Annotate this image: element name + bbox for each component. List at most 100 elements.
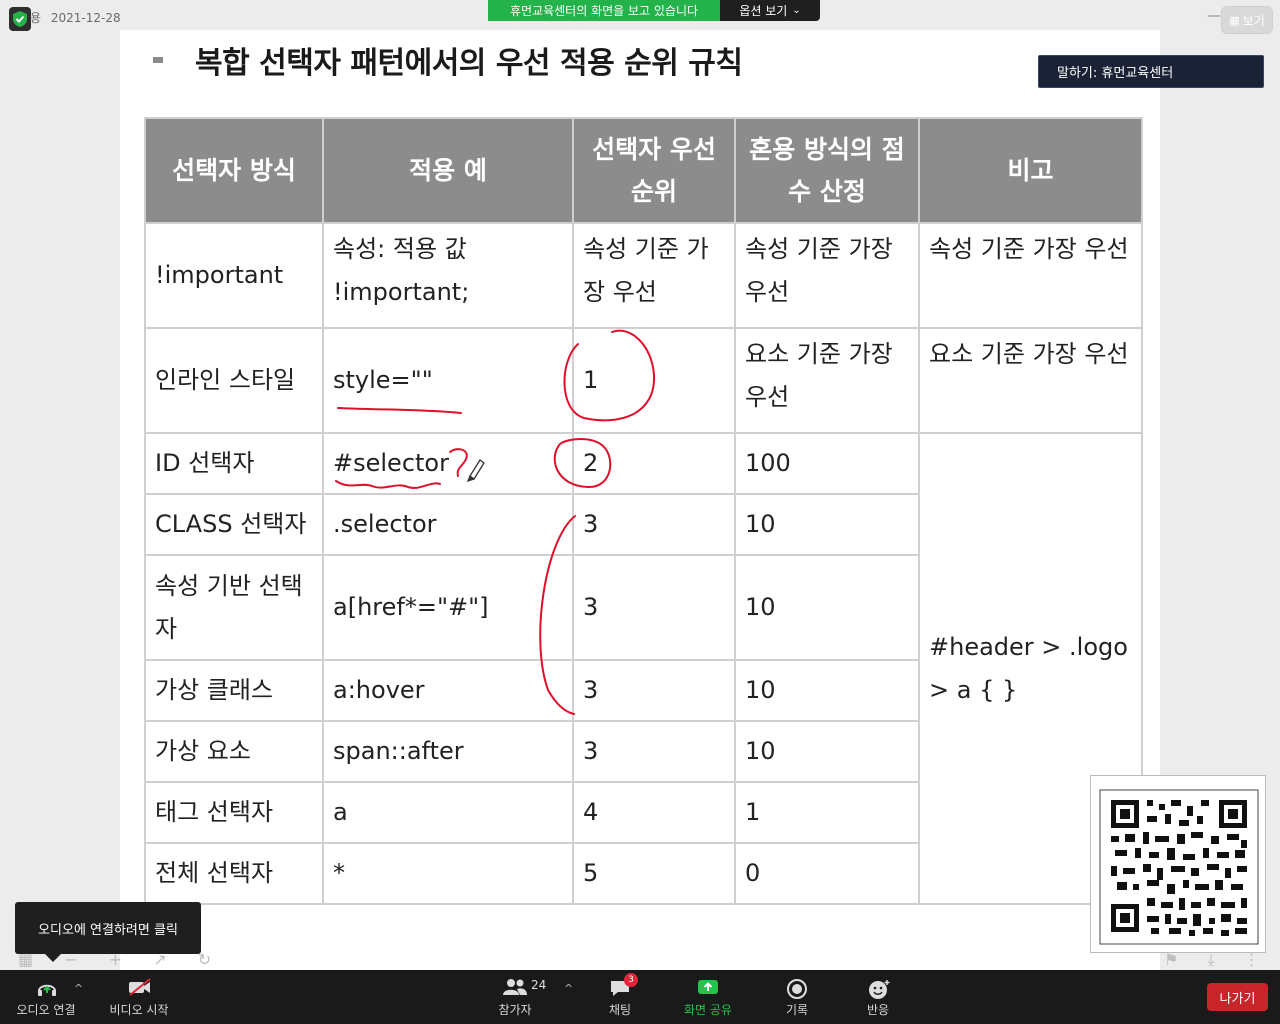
more-icon[interactable]: ⋮ [1243,950,1260,969]
audio-caret-icon[interactable]: ^ [74,982,84,995]
chat-unread-badge: 3 [624,973,638,987]
header-note: 비고 [918,117,1143,224]
table-row: 속성 기반 선택자 a[href*="#"] 3 10 [144,554,1142,661]
plus-icon[interactable]: + [108,950,123,969]
view-options-button[interactable]: 옵션 보기 ⌄ [720,0,820,21]
slide-title: 복합 선택자 패턴에서의 우선 적용 순위 규칙 [195,46,743,81]
cell-example: span::after [322,720,574,783]
table-row: 가상 클래스 a:hover 3 10 [144,659,1142,722]
active-speaker-indicator: 말하기: 휴먼교육센터 [1038,55,1264,88]
table-row: ID 선택자 #selector 2 100 #header > .logo >… [144,432,1143,905]
record-label: 기록 [785,1003,809,1017]
cell-priority: 3 [572,554,736,661]
cell-method: 속성 기반 선택자 [144,554,324,661]
record-icon [787,979,807,999]
table-row: 가상 요소 span::after 3 10 [144,720,1142,783]
table-row: 인라인 스타일 style="" 1 요소 기준 가장 우선 요소 기준 가장 … [144,327,1143,434]
cell-example: a[href*="#"] [322,554,574,661]
video-start-label: 비디오 시작 [109,1003,169,1017]
table-row: 전체 선택자 * 5 0 [144,842,1142,905]
cell-score: 10 [734,720,920,783]
cell-example: a [322,781,574,844]
cell-score: 10 [734,659,920,722]
reactions-button[interactable]: 반응 [858,970,898,1024]
pointer-icon[interactable]: ↗ [153,950,167,969]
view-options-label: 옵션 보기 [739,4,788,18]
participants-count: 24 [531,978,547,992]
leave-meeting-button[interactable]: 나가기 [1207,983,1268,1011]
cell-example: 속성: 적용 값 !important; [322,222,574,329]
meeting-date: 2021-12-28 [50,11,121,25]
cell-priority: 4 [572,781,736,844]
meeting-toolbar: 오디오 연결 ^ 비디오 시작 참가자 ^ 채팅 화면 공유 기록 [0,970,1280,1024]
page-tools-faint: ⚑ ⤓ ⋮ [1164,950,1260,970]
participants-caret-icon[interactable]: ^ [564,982,574,995]
cell-score: 속성 기준 가장 우선 [734,222,920,329]
meeting-info: 용 2021-12-28 [30,9,127,26]
headphones-icon [38,984,56,996]
participants-button[interactable]: 참가자 [490,970,540,1024]
participants-icon [503,979,527,995]
table-row: 태그 선택자 a 4 1 [144,781,1142,844]
reaction-smile-icon [869,980,890,999]
download-icon[interactable]: ⤓ [1207,950,1215,969]
qr-code [1090,775,1266,953]
cell-score: 100 [734,432,920,495]
video-start-button[interactable]: 비디오 시작 [104,970,174,1024]
bookmark-icon[interactable]: ⚑ [1164,950,1179,969]
audio-connect-tooltip[interactable]: 오디오에 연결하려면 클릭 [15,902,201,962]
cell-example: style="" [322,327,574,434]
chevron-down-icon: ⌄ [792,5,801,16]
cell-note: 속성 기준 가장 우선 [918,222,1143,329]
share-screen-button[interactable]: 화면 공유 [676,970,740,1024]
audio-connect-button[interactable]: 오디오 연결 [10,970,82,1024]
selector-priority-table: 선택자 방식 적용 예 선택자 우선 순위 혼용 방식의 점 수 산정 비고 !… [144,117,1143,905]
cell-method: 가상 요소 [144,720,324,783]
cell-method: 가상 클래스 [144,659,324,722]
record-button[interactable]: 기록 [777,970,817,1024]
video-off-icon [129,978,151,996]
security-shield-icon[interactable] [9,7,31,31]
cell-score: 10 [734,493,920,556]
qr-code-icon [1099,789,1259,945]
grid-icon[interactable]: ▦ [18,950,34,969]
cell-method: 태그 선택자 [144,781,324,844]
cell-method: ID 선택자 [144,432,324,495]
header-score: 혼용 방식의 점 수 산정 [734,117,920,224]
cell-example: .selector [322,493,574,556]
cell-method: 전체 선택자 [144,842,324,905]
share-screen-label: 화면 공유 [684,1003,732,1017]
cell-score: 10 [734,554,920,661]
cell-priority: 5 [572,842,736,905]
cell-priority: 3 [572,493,736,556]
chat-icon [611,981,629,996]
cell-method: 인라인 스타일 [144,327,324,434]
chat-button[interactable]: 채팅 [600,970,640,1024]
view-button[interactable]: ▦ 보기 [1221,6,1273,34]
cell-priority: 속성 기준 가장 우선 [572,222,736,329]
cell-method: CLASS 선택자 [144,493,324,556]
table-row: CLASS 선택자 .selector 3 10 [144,493,1142,556]
cell-score: 요소 기준 가장 우선 [734,327,920,434]
cell-priority: 2 [572,432,736,495]
cell-priority: 3 [572,659,736,722]
cell-note: 요소 기준 가장 우선 [918,327,1143,434]
minimize-icon[interactable]: — [1207,8,1221,24]
refresh-icon[interactable]: ↻ [197,950,212,969]
meeting-top-bar: 용 2021-12-28 휴먼교육센터의 화면을 보고 있습니다 옵션 보기 ⌄… [0,0,1280,34]
cell-priority: 1 [572,327,736,434]
header-priority: 선택자 우선 순위 [572,117,736,224]
header-method: 선택자 방식 [144,117,324,224]
cell-score: 0 [734,842,920,905]
view-button-label: 보기 [1242,13,1265,28]
cell-example: a:hover [322,659,574,722]
cell-priority: 3 [572,720,736,783]
grid-icon: ▦ [1229,13,1240,27]
header-example: 적용 예 [322,117,574,224]
reactions-label: 반응 [866,1003,890,1017]
title-bullet-icon [153,57,163,63]
share-screen-icon [698,980,718,994]
chat-label: 채팅 [608,1003,632,1017]
minus-icon[interactable]: − [64,950,78,969]
cell-example: #selector [322,432,574,495]
